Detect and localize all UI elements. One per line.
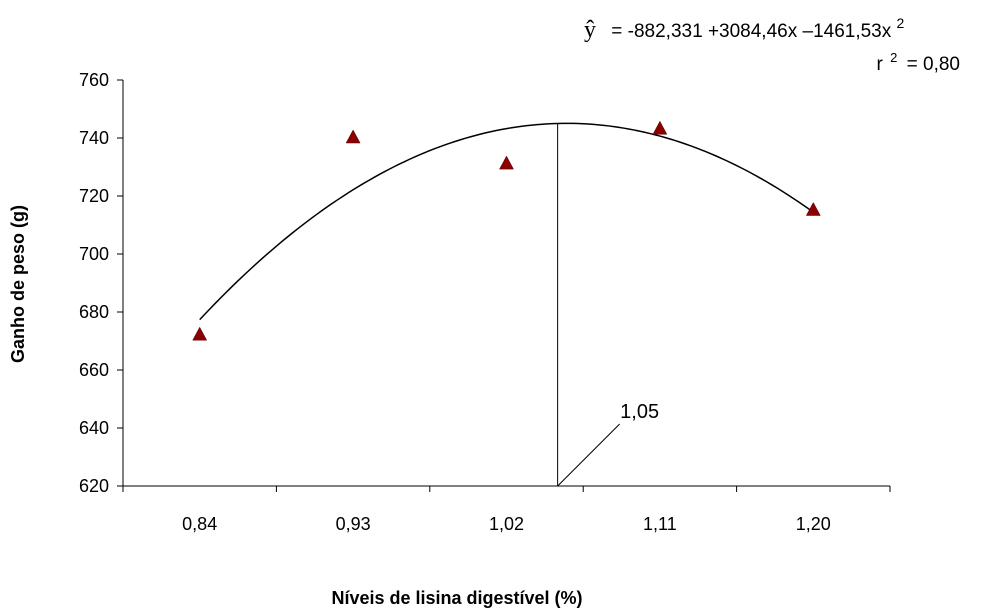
- y-tick-label: 680: [79, 302, 109, 322]
- equation-block: ŷ = -882,331 +3084,46x –1461,53x 2 r 2 =…: [584, 15, 960, 75]
- yhat-symbol: ŷ: [584, 17, 596, 43]
- x-axis-ticks: 0,84 0,93 1,02 1,11 1,20: [123, 486, 890, 534]
- annotation-leader-line: [558, 424, 620, 486]
- y-axis-ticks: 620 640 660 680 700 720 740 760: [79, 70, 123, 496]
- y-tick-label: 660: [79, 360, 109, 380]
- data-points: [193, 121, 821, 340]
- x-tick-label: 0,93: [336, 514, 371, 534]
- x-tick-label: 1,20: [796, 514, 831, 534]
- data-point: [653, 121, 667, 134]
- data-point: [193, 327, 207, 340]
- y-tick-label: 640: [79, 418, 109, 438]
- annotation-label: 1,05: [620, 401, 659, 423]
- r-superscript: 2: [890, 50, 897, 65]
- x-tick-label: 0,84: [182, 514, 217, 534]
- fit-curve-layer: [200, 123, 814, 319]
- r-label: r: [877, 54, 884, 75]
- r-squared: r 2 = 0,80: [877, 46, 960, 75]
- axes: [123, 80, 890, 486]
- y-tick-label: 620: [79, 476, 109, 496]
- equation-superscript: 2: [897, 15, 905, 31]
- y-tick-label: 740: [79, 128, 109, 148]
- annotation-layer: 1,05: [558, 123, 659, 486]
- data-point: [346, 130, 360, 143]
- regression-equation: ŷ = -882,331 +3084,46x –1461,53x 2: [584, 15, 905, 43]
- equation-formula: = -882,331 +3084,46x –1461,53x: [611, 21, 891, 42]
- x-tick-label: 1,02: [489, 514, 524, 534]
- y-tick-label: 760: [79, 70, 109, 90]
- r-value: = 0,80: [907, 54, 960, 75]
- data-point: [500, 156, 514, 169]
- fit-curve: [200, 123, 814, 319]
- y-tick-label: 720: [79, 186, 109, 206]
- x-tick-label: 1,11: [643, 514, 677, 534]
- y-axis-title: Ganho de peso (g): [8, 205, 28, 363]
- x-axis-title: Níveis de lisina digestível (%): [331, 588, 582, 608]
- y-tick-label: 700: [79, 244, 109, 264]
